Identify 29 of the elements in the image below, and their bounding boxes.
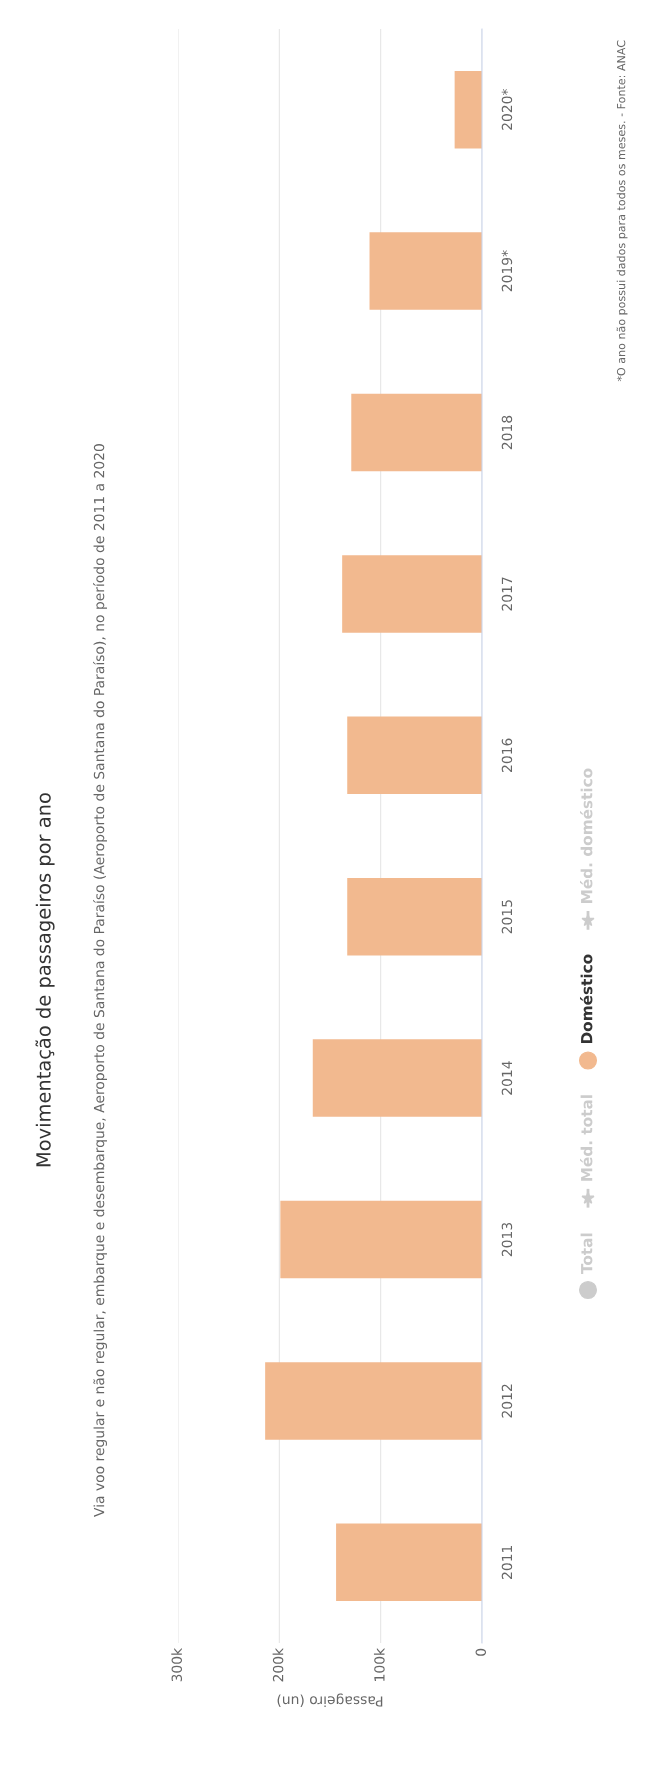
y-tick-label: 2012 [501,1384,513,1418]
x-tick-label: 200k [272,1647,284,1682]
text: *O ano não possui dados para todos os meses. - Fonte: ANAC [616,40,628,382]
bar [265,1362,482,1440]
text: Via voo regular e não regular, embarque e desembarque, Aeroporto de Santana do Paraíso (Aeroporto de Santana do Paraíso), no período de 2011 a 2020 [93,444,107,1517]
bar [351,393,482,472]
y-tick-label: 2019* [501,250,513,292]
y-tick-label: 2020* [501,88,513,130]
x-tick-label: 300k [171,1647,183,1682]
text: Movimentação de passageiros por ano [35,793,55,1167]
bar [347,877,482,956]
y-tick-label: 2013 [501,1222,513,1257]
bar [454,70,482,149]
bar [336,1523,482,1602]
y-tick-label: 2015 [501,900,513,934]
y-tick-label: 2016 [501,738,513,772]
bar [312,1039,482,1117]
y-tick-label: 2017 [501,577,513,611]
bar [369,232,482,310]
text: Doméstico [580,954,593,1044]
y-tick-label: 2011 [501,1545,513,1579]
y-tick-label: 2014 [501,1061,513,1095]
x-tick-label: 0 [475,1648,487,1656]
x-axis-title: Passageiro (un) [277,1693,383,1707]
bar [342,555,482,633]
bar [280,1200,482,1279]
y-tick-label: 2018 [501,415,513,450]
bar [347,716,482,795]
x-tick-label: 100k [373,1647,385,1681]
